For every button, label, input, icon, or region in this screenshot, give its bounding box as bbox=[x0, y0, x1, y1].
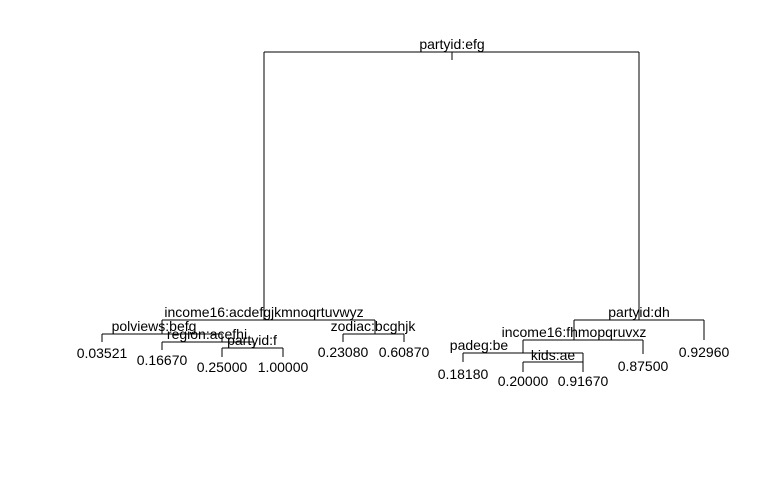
split-label-income16-right: income16:fhmopqruvxz bbox=[502, 324, 647, 340]
leaf-value: 0.91670 bbox=[558, 373, 609, 389]
leaf-value: 0.03521 bbox=[77, 345, 128, 361]
split-label-polviews: polviews:befg bbox=[112, 318, 197, 334]
leaf-value: 0.20000 bbox=[498, 373, 549, 389]
tree-labels: partyid:efg income16:acdefgjkmnoqrtuvwyz… bbox=[77, 36, 730, 389]
split-label-partyid-dh: partyid:dh bbox=[608, 304, 669, 320]
split-label-region: region:acefhi bbox=[167, 326, 247, 342]
leaf-value: 0.16670 bbox=[137, 352, 188, 368]
leaf-value: 0.60870 bbox=[379, 344, 430, 360]
leaf-value: 0.23080 bbox=[318, 344, 369, 360]
split-label-padeg: padeg:be bbox=[450, 337, 509, 353]
leaf-value: 0.87500 bbox=[618, 358, 669, 374]
split-label-kids: kids:ae bbox=[531, 347, 576, 363]
leaf-value: 1.00000 bbox=[258, 359, 309, 375]
split-label-zodiac: zodiac:bcghjk bbox=[331, 318, 417, 334]
leaf-value: 0.25000 bbox=[197, 359, 248, 375]
split-label-partyid-f: partyid:f bbox=[227, 332, 277, 348]
leaf-value: 0.92960 bbox=[679, 344, 730, 360]
leaf-value: 0.18180 bbox=[438, 366, 489, 382]
tree-edges bbox=[101, 51, 705, 372]
split-label-income16-left: income16:acdefgjkmnoqrtuvwyz bbox=[164, 304, 363, 320]
split-label-root: partyid:efg bbox=[419, 36, 484, 52]
